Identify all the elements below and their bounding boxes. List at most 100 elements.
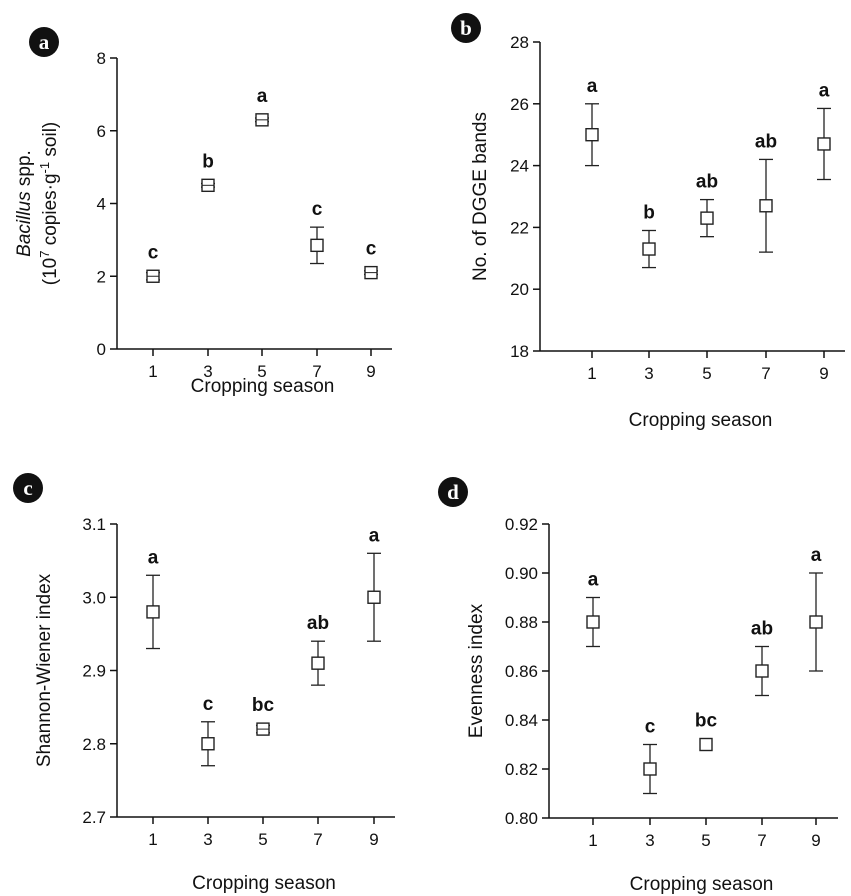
data-point: ab: [755, 131, 777, 253]
significance-letter: a: [369, 525, 380, 546]
significance-letter: ab: [696, 172, 718, 193]
square-marker: [146, 605, 160, 619]
x-tick-label: 1: [587, 364, 596, 383]
y-tick-label: 0.80: [505, 809, 538, 828]
x-tick-label: 3: [644, 364, 653, 383]
panel-badge: a: [29, 27, 59, 57]
y-tick-label: 0.84: [505, 711, 538, 730]
x-axis-title: Cropping season: [629, 410, 773, 431]
x-tick-label: 1: [148, 830, 157, 849]
y-tick-label: 3.1: [82, 515, 106, 534]
y-tick-label: 0.86: [505, 662, 538, 681]
y-tick-label: 0.88: [505, 613, 538, 632]
data-point: c: [364, 239, 378, 280]
x-tick-label: 5: [702, 364, 711, 383]
significance-letter: c: [366, 239, 377, 260]
x-tick-label: 5: [258, 830, 267, 849]
y-tick-label: 24: [510, 157, 529, 176]
data-point: c: [310, 199, 324, 265]
significance-letter: bc: [252, 695, 275, 716]
significance-letter: ab: [307, 613, 329, 634]
square-marker: [311, 656, 325, 670]
square-marker: [700, 211, 714, 225]
y-tick-label: 28: [510, 33, 529, 52]
y-tick-label: 2.8: [82, 735, 106, 754]
significance-letter: a: [819, 80, 830, 101]
significance-letter: c: [203, 694, 214, 715]
y-tick-label: 22: [510, 218, 529, 237]
square-marker: [586, 615, 600, 629]
y-axis-title: Evenness index: [466, 603, 487, 738]
data-point: a: [809, 545, 823, 672]
square-marker: [367, 590, 381, 604]
panel-a: a 0 2 4 6 8 1 3 5 7 9 Cropping season Bacillus spp.(…: [14, 27, 392, 397]
data-point: bc: [695, 711, 718, 752]
panel-badge-label: b: [460, 16, 472, 40]
data-point: a: [585, 76, 599, 167]
square-marker: [643, 762, 657, 776]
data-point: b: [201, 151, 215, 193]
x-tick-label: 3: [645, 831, 654, 850]
square-marker: [817, 137, 831, 151]
square-marker: [759, 199, 773, 213]
x-tick-label: 7: [312, 362, 321, 381]
y-tick-label: 0: [97, 340, 106, 359]
significance-letter: ab: [751, 619, 773, 640]
x-tick-label: 7: [313, 830, 322, 849]
x-tick-label: 5: [257, 362, 266, 381]
panel-badge: b: [451, 13, 481, 43]
significance-letter: ab: [755, 131, 777, 152]
significance-letter: c: [148, 242, 159, 263]
significance-letter: c: [312, 199, 323, 220]
x-axis-title: Cropping season: [192, 873, 336, 894]
significance-letter: bc: [695, 711, 718, 732]
y-tick-label: 2.7: [82, 808, 106, 827]
data-point: c: [146, 242, 160, 283]
x-tick-label: 7: [757, 831, 766, 850]
data-point: c: [201, 694, 215, 767]
significance-letter: c: [645, 717, 656, 738]
square-marker: [585, 127, 599, 142]
data-point: b: [642, 202, 656, 269]
y-tick-label: 3.0: [82, 588, 106, 607]
y-axis-title: No. of DGGE bands: [470, 112, 491, 281]
square-marker: [809, 615, 823, 629]
x-tick-label: 9: [366, 362, 375, 381]
y-tick-label: 4: [97, 195, 106, 214]
x-tick-label: 5: [701, 831, 710, 850]
x-tick-label: 9: [819, 364, 828, 383]
y-tick-label: 2.9: [82, 662, 106, 681]
significance-letter: a: [811, 545, 822, 566]
data-point: c: [643, 717, 657, 795]
panel-d: d 0.80 0.82 0.84 0.86 0.88 0.90 0.92 1 3 5 7 9 Croppi…: [438, 477, 838, 895]
y-tick-label: 6: [97, 122, 106, 141]
y-axis-title-units: (107 copies·g-1 soil): [37, 122, 62, 286]
panel-b: b 18 20 22 24 26 28 1 3 5 7 9 Cropping season No. of …: [451, 13, 845, 431]
x-axis-title: Cropping season: [191, 376, 335, 397]
square-marker: [699, 737, 713, 752]
panel-badge-label: a: [39, 30, 50, 54]
square-marker: [310, 238, 324, 253]
data-point: a: [586, 570, 600, 648]
y-tick-label: 0.90: [505, 564, 538, 583]
data-point: ab: [696, 172, 718, 238]
y-tick-label: 20: [510, 280, 529, 299]
data-point: ab: [751, 619, 773, 697]
panel-badge-label: d: [447, 480, 459, 504]
significance-letter: b: [643, 202, 655, 223]
panel-c: c 2.7 2.8 2.9 3.0 3.1 1 3 5 7 9 Cropping season Shan…: [13, 473, 395, 894]
significance-letter: a: [587, 76, 598, 97]
y-tick-label: 18: [510, 342, 529, 361]
x-tick-label: 3: [203, 362, 212, 381]
data-point: a: [817, 80, 831, 181]
y-tick-label: 0.82: [505, 760, 538, 779]
data-point: bc: [252, 695, 275, 736]
square-marker: [642, 242, 656, 256]
square-marker: [755, 664, 769, 678]
significance-letter: b: [202, 151, 214, 172]
square-marker: [201, 737, 215, 751]
y-axis-title: Bacillus spp.: [14, 150, 35, 257]
x-tick-label: 9: [811, 831, 820, 850]
x-axis-title: Cropping season: [630, 874, 774, 895]
